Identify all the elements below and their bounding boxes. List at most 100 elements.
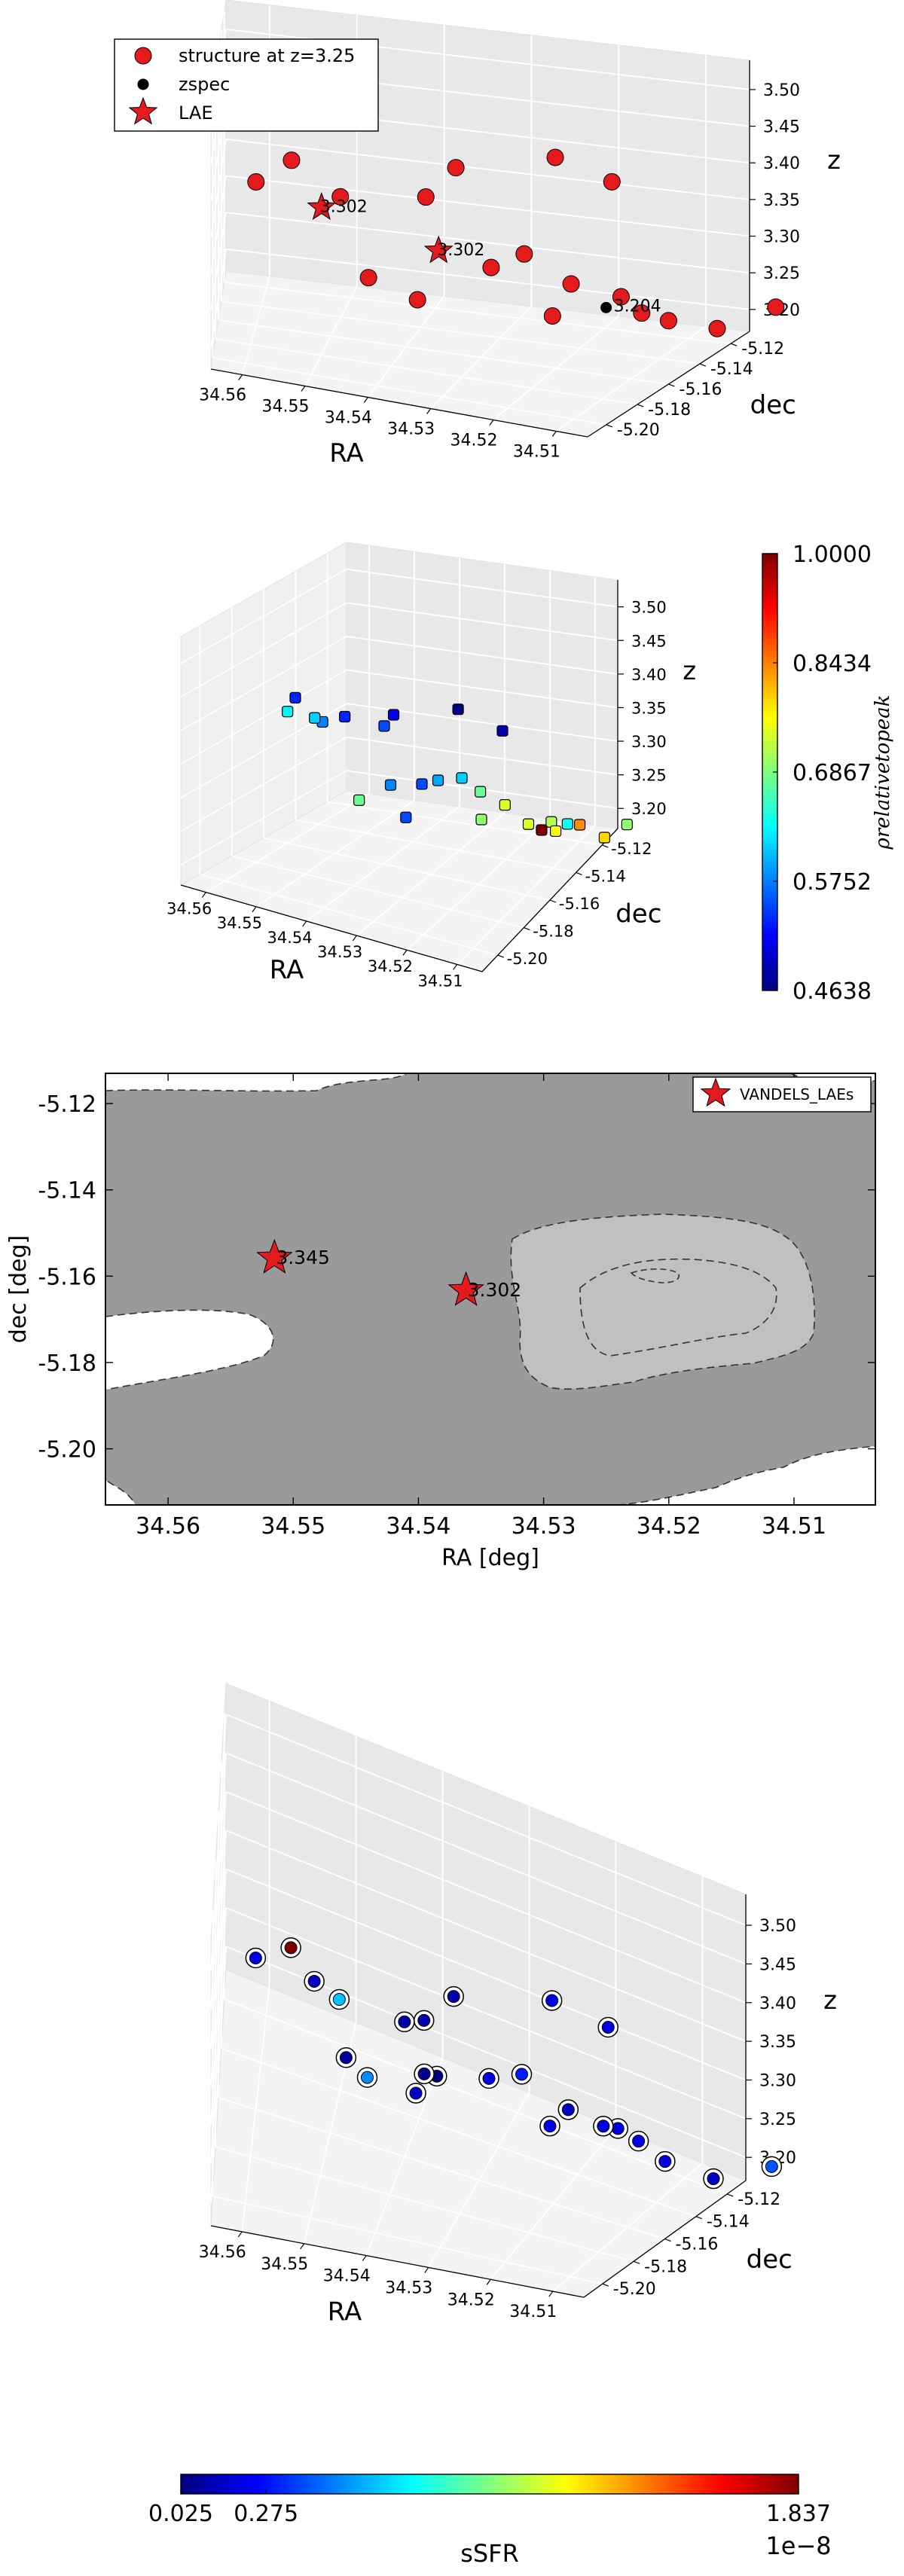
data-point (417, 2067, 431, 2080)
y-tick-label: -5.16 (676, 2236, 719, 2254)
y-axis-label: dec (747, 2245, 793, 2275)
floor-grid (295, 819, 576, 874)
colorbar-tick-label: 1.837 (766, 2501, 831, 2527)
x-tick-label: 34.54 (386, 1513, 451, 1540)
data-point (536, 824, 548, 836)
data-point (361, 2071, 374, 2084)
data-point (707, 2172, 720, 2185)
y-tick-mark (699, 363, 707, 367)
data-point (562, 275, 580, 293)
x-axis-label: RA [deg] (441, 1545, 539, 1571)
z-tick-label: 3.30 (631, 733, 667, 751)
wall-grid (210, 139, 227, 238)
data-point (284, 1941, 298, 1955)
lae-star (307, 191, 337, 220)
wall-grid (210, 1907, 227, 2164)
data-point (482, 258, 500, 276)
y-tick-label: -5.16 (38, 1264, 96, 1290)
wall-grid (210, 1714, 227, 1971)
x-tick-mark (424, 2267, 429, 2273)
data-point (496, 725, 508, 737)
y-tick-mark (633, 2260, 640, 2264)
x-axis-line (180, 884, 483, 972)
x-axis-label: RA (329, 438, 364, 469)
x-tick-label: 34.52 (637, 1513, 701, 1540)
x-tick-label: 34.55 (217, 914, 262, 932)
data-point (601, 2020, 615, 2034)
data-point (573, 819, 586, 831)
floor-grid (218, 2097, 665, 2240)
wall-grid (225, 1790, 747, 2004)
data-point (456, 772, 468, 784)
data-point (339, 710, 351, 723)
x-tick-mark (302, 920, 307, 927)
legend-box (114, 38, 379, 132)
legend-label: LAE (179, 102, 213, 124)
floor-grid (231, 855, 524, 929)
colorbar-ssfr: 0.025 0.275 1.837 1e−8 sSFR (148, 2474, 832, 2568)
z-tick-label: 3.35 (763, 191, 800, 210)
series-structure (247, 148, 785, 337)
z-tick-label: 3.35 (759, 2033, 796, 2052)
wall-grid (225, 1868, 747, 2081)
z-tick-label: 3.40 (763, 154, 800, 173)
data-point (332, 1993, 346, 2007)
wall-grid (210, 1869, 227, 2126)
y-axis-label: dec [deg] (5, 1235, 32, 1343)
data-point (416, 778, 428, 790)
data-point (598, 832, 611, 844)
contour-level-4 (630, 1268, 680, 1283)
y-tick-mark (664, 2238, 671, 2242)
floor-grid (215, 338, 638, 405)
data-point (545, 1994, 559, 2007)
y-tick-label: -5.14 (38, 1178, 96, 1204)
x-tick-label: 34.53 (385, 2278, 432, 2297)
data-point (658, 2155, 672, 2169)
data-point (603, 172, 621, 191)
series-lae: 3.302 3.302 (307, 191, 484, 264)
x-tick-label: 34.56 (199, 2243, 246, 2262)
wall-grid (210, 1830, 227, 2087)
panel-2d-contour: 34.56 34.55 34.54 34.53 34.52 34.51 -5.12 -5.14… (5, 1073, 876, 1571)
y-tick-mark (730, 343, 738, 346)
floor-grid (263, 837, 551, 901)
data-point (546, 148, 564, 166)
z-tick-label: 3.45 (631, 632, 667, 650)
y-tick-mark (695, 2216, 703, 2220)
data-point (249, 1951, 262, 1964)
x-tick-mark (489, 420, 494, 426)
z-tick-label: 3.30 (763, 228, 800, 247)
colorbar-label: sSFR (460, 2539, 519, 2568)
data-point (282, 151, 301, 169)
wall-grid (180, 568, 347, 664)
y-tick-label: -5.12 (738, 2190, 780, 2209)
z-tick-label: 3.50 (763, 81, 800, 100)
z-tick-label: 3.45 (763, 118, 800, 137)
z-tick-label: 3.40 (759, 1995, 796, 2013)
colorbar-tick-label: 0.5752 (793, 869, 872, 896)
x-tick-label: 34.54 (267, 929, 313, 947)
data-point (378, 720, 390, 732)
data-point (633, 304, 651, 322)
z-tick-label: 3.45 (759, 1955, 796, 1974)
x-tick-label: 34.51 (762, 1513, 826, 1540)
legend: structure at z=3.25 zspec LAE (114, 38, 379, 132)
lae-label: 3.302 (468, 1279, 522, 1301)
y-axis-label: dec (750, 390, 796, 420)
y-tick-label: -5.12 (741, 340, 784, 359)
y-tick-mark (602, 844, 609, 848)
lae-star (256, 1238, 293, 1274)
colorbar-tick-label: 0.8434 (793, 651, 872, 677)
wall-grid (210, 175, 227, 274)
data-point (307, 1974, 321, 1988)
z-axis-label: z (823, 1985, 837, 2016)
colorbar-tick-label: 0.025 (148, 2501, 213, 2527)
y-tick-label: -5.20 (613, 2280, 656, 2299)
x-tick-mark (252, 906, 257, 913)
zspec-point (600, 301, 612, 313)
x-tick-label: 34.56 (136, 1513, 200, 1540)
data-point (247, 172, 265, 191)
wall-grid (225, 248, 750, 310)
wall-grid (346, 736, 618, 776)
